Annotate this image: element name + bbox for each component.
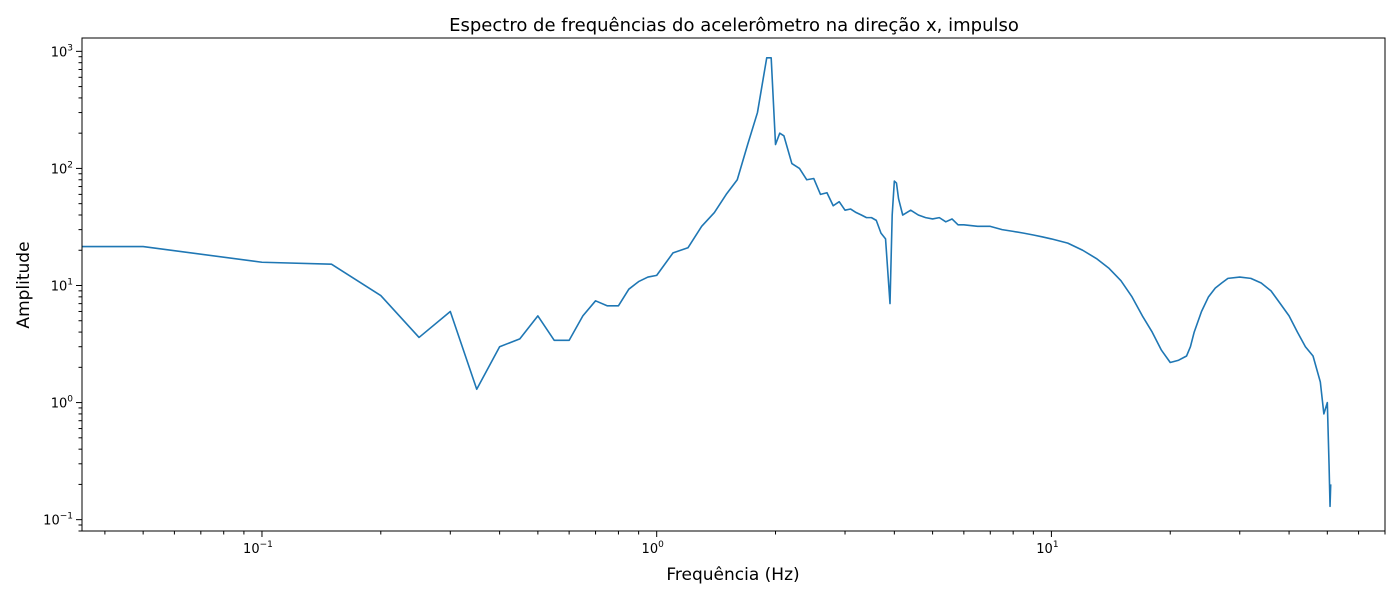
- x-axis-label: Frequência (Hz): [666, 565, 799, 585]
- spectrum-series-line-0: [82, 57, 1332, 508]
- plot-area: [82, 57, 1332, 508]
- x-tick-label-0: 10−1: [243, 540, 273, 557]
- x-tick-label-2: 101: [1036, 540, 1058, 557]
- plot-frame: [81, 37, 1386, 532]
- axis-ticks: 10−1 100 101 10−1 100 101 102 103: [43, 43, 1386, 557]
- y-tick-label-4: 103: [51, 43, 73, 60]
- x-tick-label-1: 100: [642, 540, 665, 557]
- y-tick-label-1: 100: [51, 395, 74, 412]
- y-tick-label-2: 101: [51, 277, 73, 294]
- y-axis-label: Amplitude: [14, 241, 34, 328]
- chart-title: Espectro de frequências do acelerômetro …: [449, 15, 1019, 36]
- y-tick-label-3: 102: [51, 160, 73, 177]
- y-tick-label-0: 10−1: [43, 512, 73, 529]
